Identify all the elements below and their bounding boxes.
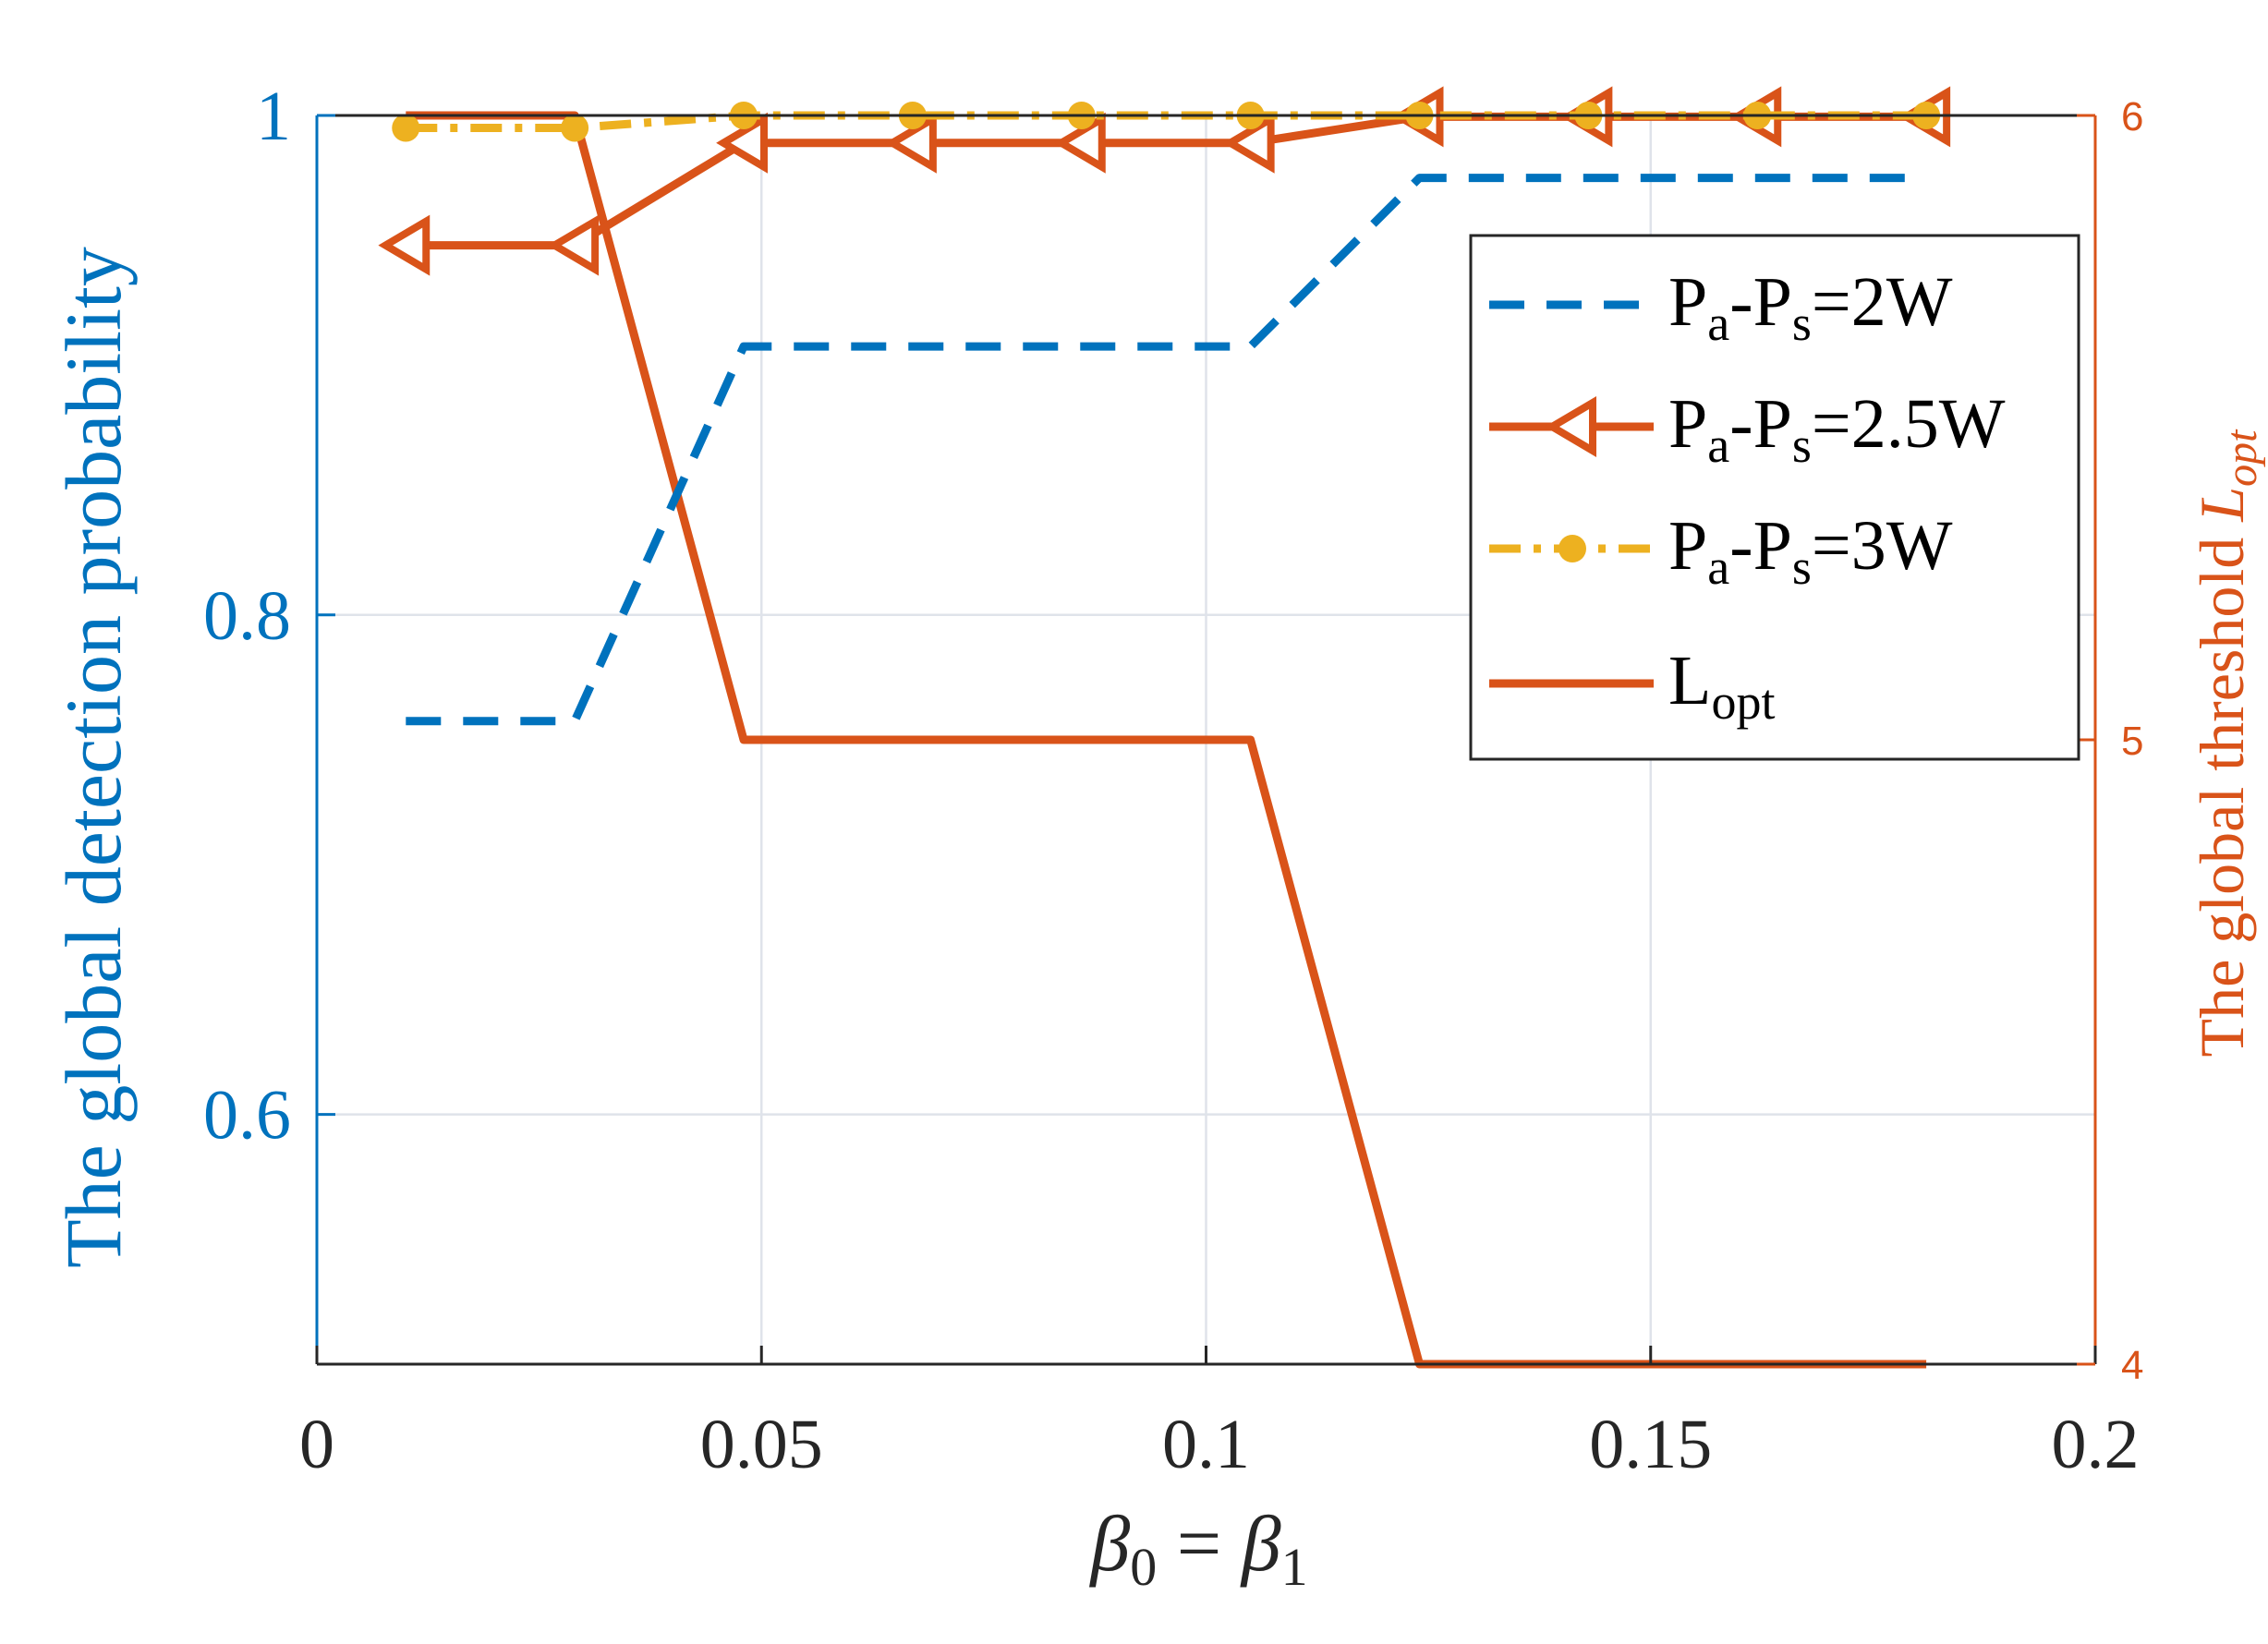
x-axis-label-beta0: β <box>1088 1499 1130 1588</box>
legend-marker-circle <box>1558 535 1586 562</box>
y-axis-right-label-symbol: L <box>2187 487 2257 523</box>
x-axis-label-beta1: β <box>1240 1499 1281 1588</box>
y-left-tick-label-0: 0.6 <box>203 1077 291 1154</box>
legend: Pa-Ps=2W Pa-Ps=2.5W Pa-Ps=3W Lopt <box>1469 234 2080 761</box>
data-point-triangle-0 <box>378 214 431 276</box>
x-axis-label-sub1: 1 <box>1281 1537 1308 1597</box>
y-axis-right-label: The global threshold Lopt <box>2187 429 2266 1058</box>
legend-box <box>1469 234 2080 761</box>
x-tick-label-4: 0.2 <box>2052 1406 2140 1483</box>
data-point-triangle-4 <box>1053 112 1106 174</box>
legend-entry-3w: Pa-Ps=3W <box>1489 507 1953 595</box>
x-tick-label-2: 0.1 <box>1162 1406 1250 1483</box>
series-pa-ps-2w <box>406 174 1927 726</box>
y-left-tick-label-1: 0.8 <box>203 577 291 655</box>
data-point-triangle-1 <box>547 214 600 276</box>
legend-label-lopt: Lopt <box>1668 642 1775 730</box>
y-right-tick-label-2: 6 <box>2121 94 2143 139</box>
legend-label-2w: Pa-Ps=2W <box>1668 263 1953 351</box>
y-right-tick-label-0: 4 <box>2121 1343 2143 1388</box>
data-point-circle-1 <box>561 114 589 142</box>
tick-labels: 0 0.05 0.1 0.15 0.2 0.6 0.8 1 4 5 6 <box>203 78 2143 1483</box>
legend-label-2-5w: Pa-Ps=2.5W <box>1668 385 2006 473</box>
y-left-tick-label-2: 1 <box>256 78 291 155</box>
data-point-triangle-5 <box>1222 112 1275 174</box>
legend-entry-2w: Pa-Ps=2W <box>1489 263 1953 351</box>
legend-entry-lopt: Lopt <box>1489 642 1775 730</box>
x-tick-label-3: 0.15 <box>1589 1406 1712 1483</box>
data-point-circle-0 <box>392 114 420 142</box>
y-axis-right-label-text: The global threshold <box>2187 522 2257 1058</box>
y-axis-right-label-sub: opt <box>2217 429 2266 487</box>
series-line-pa-ps-2w <box>406 174 1927 726</box>
x-tick-label-0: 0 <box>299 1406 334 1483</box>
legend-label-3w: Pa-Ps=3W <box>1668 507 1953 595</box>
data-point-triangle-3 <box>885 112 937 174</box>
x-axis-label-sub0: 0 <box>1130 1537 1157 1597</box>
legend-marker-triangle <box>1545 395 1596 458</box>
y-right-tick-label-1: 5 <box>2121 719 2143 764</box>
y-axis-left-label: The global detection probability <box>49 247 138 1268</box>
legend-entry-2-5w: Pa-Ps=2.5W <box>1489 385 2006 473</box>
x-axis-label: β0 = β1 <box>1088 1499 1307 1597</box>
x-axis-label-equals: = <box>1157 1499 1242 1588</box>
data-point-triangle-2 <box>716 112 768 174</box>
x-tick-label-1: 0.05 <box>700 1406 823 1483</box>
axes <box>315 114 2097 1366</box>
